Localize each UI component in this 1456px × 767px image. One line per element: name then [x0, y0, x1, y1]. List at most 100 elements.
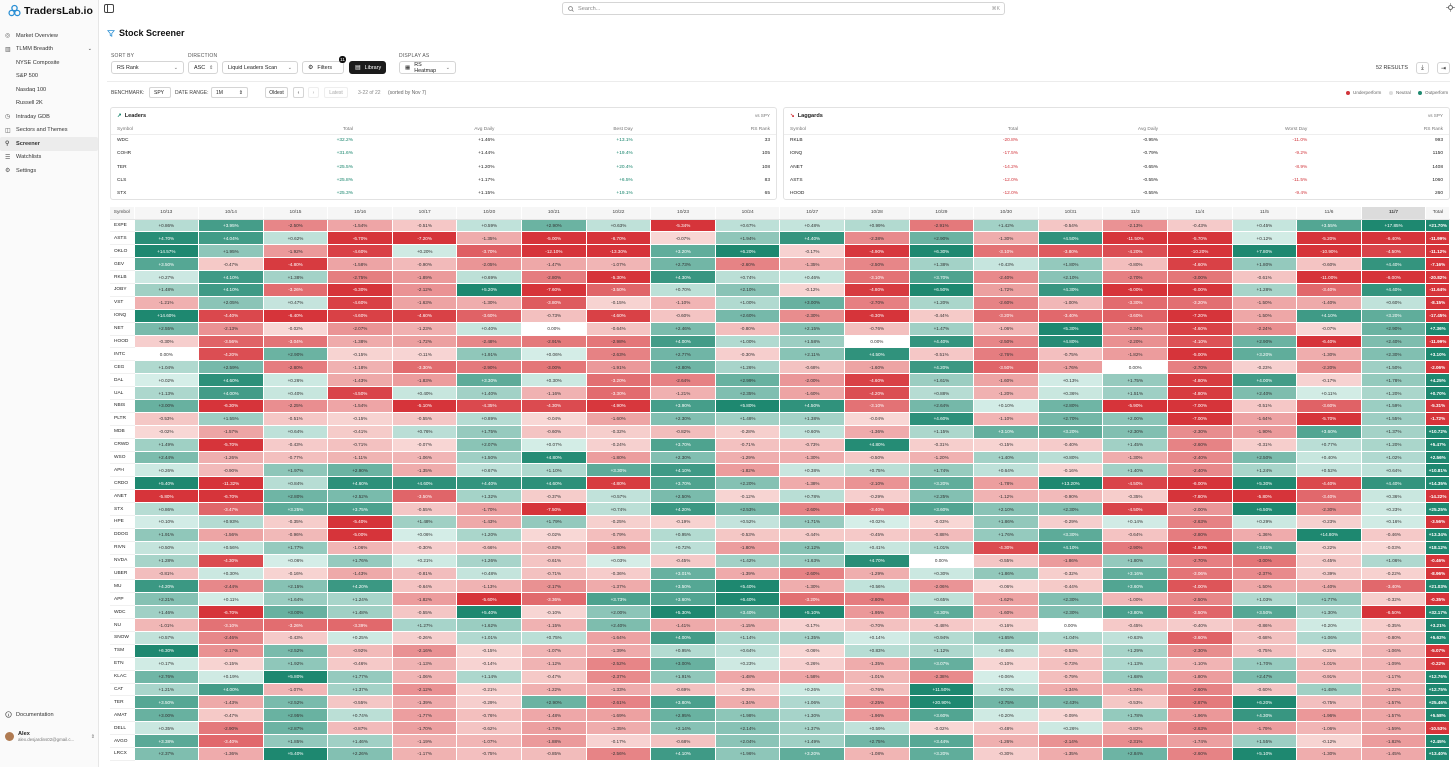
latest-button[interactable]: Latest [324, 87, 348, 98]
sidebar-item-tlmm-breadth[interactable]: ▥ TLMM Breadth ⌄ [0, 43, 98, 57]
symbol-cell[interactable]: RIVN [110, 541, 135, 555]
symbol-cell[interactable]: NET [110, 322, 135, 336]
date-header[interactable]: 10/30 [973, 207, 1039, 220]
leaders-row[interactable]: STX +25.3% +1.15% +19.1% 65 [111, 187, 776, 200]
symbol-cell[interactable]: ETN [110, 657, 135, 671]
laggards-row[interactable]: IONQ -17.5% -0.79% -9.2% 1150 [784, 147, 1449, 160]
symbol-cell[interactable]: UBER [110, 567, 135, 581]
sidebar-item-watchlists[interactable]: ☰ Watchlists [0, 151, 98, 165]
sort-by-select[interactable]: RS Rank ⌄ [111, 61, 184, 74]
date-header[interactable]: 10/31 [1038, 207, 1104, 220]
filters-button[interactable]: ⚙ Filters [302, 61, 344, 74]
symbol-cell[interactable]: EXPE [110, 219, 135, 233]
brand[interactable]: TradersLab.io [8, 4, 93, 17]
symbol-cell[interactable]: AMAT [110, 708, 135, 723]
heatmap-row[interactable]: KLAC +2.76% +0.19% +5.80% +1.77% -1.06% +1.14%… [110, 670, 1451, 684]
symbol-cell[interactable]: INTC [110, 347, 135, 362]
heatmap-row[interactable]: AMAT +3.00% -0.47% +2.95% +0.74% -1.77% -0.76%… [110, 708, 1451, 723]
symbol-cell[interactable]: NVDA [110, 554, 135, 568]
heatmap-row[interactable]: WSO +2.44% -1.26% -0.77% -1.11% -1.06% +1.50% +… [110, 451, 1451, 465]
date-header[interactable]: 11/5 [1232, 207, 1298, 220]
heatmap-row[interactable]: DELL +0.35% -2.90% +2.87% -0.87% -1.70% -0.62%… [110, 721, 1451, 736]
heatmap-row[interactable]: TER +3.50% -1.43% +2.52% -0.55% -1.39% -0.29% +… [110, 695, 1451, 710]
date-header[interactable]: 10/20 [456, 207, 523, 220]
symbol-cell[interactable]: CRDO [110, 476, 135, 491]
symbol-cell[interactable]: OKLO [110, 244, 135, 259]
oldest-button[interactable]: Oldest [265, 87, 288, 98]
laggards-row[interactable]: RKLB -20.8% -0.95% -11.0% 993 [784, 134, 1449, 147]
heatmap-row[interactable]: INTC 0.00% -4.20% +2.90% -0.15% -0.11% +1.91% +… [110, 347, 1451, 362]
heatmap-row[interactable]: OKLO +14.57% +1.95% -1.92% -4.60% +0.20% -3.70… [110, 244, 1451, 259]
symbol-cell[interactable]: CAT [110, 683, 135, 697]
prev-button[interactable]: ‹ [293, 87, 304, 98]
heatmap-row[interactable]: CEG +1.04% +2.59% -2.80% -1.18% -3.30% -2.90% -… [110, 360, 1451, 375]
heatmap-row[interactable]: STX +0.86% -3.47% +3.25% +3.75% -0.55% -1.70% -… [110, 502, 1451, 516]
sidebar-item-nyse-composite[interactable]: NYSE Composite [0, 56, 98, 70]
date-header[interactable]: 11/3 [1102, 207, 1168, 220]
benchmark-input[interactable]: SPY [149, 87, 171, 98]
symbol-cell[interactable]: CRWD [110, 438, 135, 452]
heatmap-row[interactable]: HOOD -0.30% -3.56% -3.04% -1.38% -1.72% -2.48%… [110, 335, 1451, 349]
heatmap-row[interactable]: SNOW +0.57% -2.46% -0.43% +0.25% -0.26% +1.01%… [110, 631, 1451, 645]
export-button[interactable]: ⇥ [1437, 62, 1450, 74]
documentation-link[interactable]: Documentation [5, 711, 54, 718]
symbol-header[interactable]: Symbol [110, 207, 135, 220]
heatmap-row[interactable]: CRWD +1.49% -5.70% -0.43% -0.71% -0.07% +2.07%… [110, 438, 1451, 452]
sidebar-item-intraday-gdb[interactable]: ◷ Intraday GDB [0, 110, 98, 124]
heatmap-row[interactable]: JOBY +1.48% +4.10% -3.26% -6.30% -2.12% +5.20%… [110, 283, 1451, 297]
sidebar-item-screener[interactable]: ⚲ Screener [0, 137, 98, 151]
symbol-cell[interactable]: MU [110, 579, 135, 594]
date-header[interactable]: 10/17 [392, 207, 458, 220]
symbol-cell[interactable]: MDB [110, 425, 135, 439]
date-header[interactable]: 10/28 [844, 207, 910, 220]
sidebar-item-market-overview[interactable]: ◎ Market Overview [0, 29, 98, 43]
leaders-row[interactable]: WDC +32.2% +1.46% +13.1% 33 [111, 134, 776, 147]
date-header[interactable]: 10/21 [521, 207, 587, 220]
heatmap-row[interactable]: ASTS +4.70% +4.04% +0.62% -6.70% -7.20% -1.35%… [110, 231, 1451, 246]
date-header[interactable]: 10/22 [586, 207, 652, 220]
heatmap-row[interactable]: RKLB +0.27% +4.10% +1.38% -2.75% -1.89% +0.69%… [110, 270, 1451, 284]
symbol-cell[interactable]: STX [110, 502, 135, 516]
library-button[interactable]: ▤ Library [349, 61, 386, 74]
sidebar-item-sectors-and-themes[interactable]: ◫ Sectors and Themes [0, 124, 98, 138]
symbol-cell[interactable]: UAL [110, 386, 135, 400]
symbol-cell[interactable]: HOOD [110, 335, 135, 349]
sidebar-item-s-p-500[interactable]: S&P 500 [0, 70, 98, 84]
symbol-cell[interactable]: JOBY [110, 283, 135, 297]
sidebar-item-russell-2k[interactable]: Russell 2K [0, 97, 98, 111]
symbol-cell[interactable]: HPE [110, 515, 135, 529]
heatmap-row[interactable]: NET +2.55% -2.13% -0.02% -2.07% -1.23% +0.40% 0… [110, 322, 1451, 336]
date-header[interactable]: 11/4 [1167, 207, 1233, 220]
total-header[interactable]: Total [1425, 207, 1451, 220]
heatmap-row[interactable]: MU +4.20% -2.44% +2.15% +4.20% -0.64% -1.13% -2… [110, 579, 1451, 594]
search-input[interactable]: Search... ⌘K [562, 2, 1005, 15]
date-header[interactable]: 11/6 [1296, 207, 1362, 220]
heatmap-row[interactable]: RIVN +0.50% +0.56% +1.77% -1.06% -0.30% -0.66%… [110, 541, 1451, 555]
heatmap-row[interactable]: NVDA +1.28% -4.30% +0.06% +1.76% +0.21% +1.26%… [110, 554, 1451, 568]
symbol-cell[interactable]: AVGO [110, 734, 135, 749]
heatmap-row[interactable]: LRCX +2.37% -1.36% +5.40% +2.26% -1.17% -0.75%… [110, 747, 1451, 761]
heatmap-row[interactable]: IONQ +14.60% -4.40% -6.40% -4.60% -4.60% -3.60… [110, 309, 1451, 323]
heatmap-row[interactable]: ETN +0.17% -0.15% +1.92% -0.46% -1.13% -0.14% -… [110, 657, 1451, 671]
symbol-cell[interactable]: DDOG [110, 528, 135, 542]
symbol-cell[interactable]: SNOW [110, 631, 135, 645]
direction-select[interactable]: ASC ⇕ [188, 61, 218, 74]
date-header[interactable]: 10/24 [715, 207, 781, 220]
symbol-cell[interactable]: CEG [110, 360, 135, 375]
symbol-cell[interactable]: WDC [110, 605, 135, 620]
heatmap-row[interactable]: TSM +6.30% -2.17% +2.52% -0.92% -2.16% -0.15% -… [110, 644, 1451, 658]
display-as-select[interactable]: ▦ RS Heatmap ⌄ [399, 61, 456, 74]
sidebar-item-nasdaq-100[interactable]: Nasdaq 100 [0, 83, 98, 97]
symbol-cell[interactable]: WSO [110, 451, 135, 465]
heatmap-row[interactable]: NBIS +3.00% -6.30% -2.25% -1.54% -5.10% -4.35%… [110, 399, 1451, 413]
symbol-cell[interactable]: PLTR [110, 412, 135, 426]
heatmap-row[interactable]: EXPE +0.86% +3.95% -2.50% -1.54% -0.51% +0.59%… [110, 219, 1451, 233]
heatmap-row[interactable]: CAT +1.21% +4.00% -1.07% +1.37% -2.12% -0.21% -… [110, 683, 1451, 697]
date-range-select[interactable]: 1M ⇕ [211, 87, 248, 98]
symbol-cell[interactable]: VST [110, 296, 135, 310]
date-header[interactable]: 11/7 [1361, 207, 1427, 220]
symbol-cell[interactable]: KLAC [110, 670, 135, 684]
leaders-row[interactable]: TER +25.5% +1.20% +20.4% 108 [111, 161, 776, 174]
download-button[interactable]: ⤓ [1416, 62, 1429, 74]
user-menu[interactable]: Alex alex.desjardins02@gmail.c... ⇕ [5, 731, 95, 742]
